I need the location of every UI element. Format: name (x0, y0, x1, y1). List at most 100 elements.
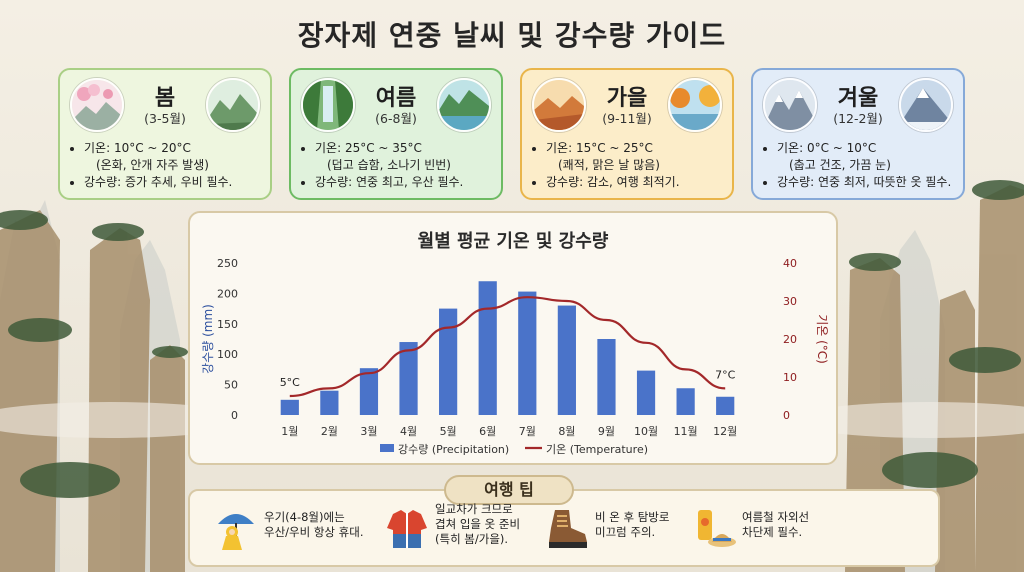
season-details: 기온: 0°C ~ 10°C (춥고 건조, 가끔 눈) 강수량: 연중 최저, … (765, 140, 951, 191)
y-tick-label: 250 (217, 257, 238, 270)
season-name: 여름 (375, 86, 417, 111)
season-temp-note: (쾌적, 맑은 날 많음) (558, 158, 660, 172)
precip-bar (518, 291, 537, 415)
page-title: 장자제 연중 날씨 및 강수량 가이드 (297, 19, 727, 52)
x-tick-label: 6월 (479, 425, 496, 438)
x-tick-label: 2월 (321, 425, 338, 438)
season-months: (6-8월) (375, 111, 417, 126)
x-tick-label: 10월 (634, 425, 658, 438)
season-details: 기온: 10°C ~ 20°C (온화, 안개 자주 발생) 강수량: 증가 추세… (72, 140, 232, 191)
season-temp-note: (온화, 안개 자주 발생) (96, 158, 209, 172)
tip-text: 우기(4-8월)에는 우산/우비 항상 휴대. (264, 510, 363, 540)
x-tick-label: 8월 (558, 425, 575, 438)
forest-waterfall-icon (301, 78, 355, 132)
y2-tick-label: 0 (783, 409, 790, 422)
y2-axis-label: 기온 (°C) (815, 314, 829, 364)
temperature-annotation: 7°C (715, 368, 735, 381)
autumn-hills-icon (532, 78, 586, 132)
green-mountain-icon (206, 78, 260, 132)
tip-line: 우기(4-8월)에는 (264, 510, 345, 524)
season-temp: 기온: 15°C ~ 25°C (쾌적, 맑은 날 많음) (546, 140, 680, 174)
season-details: 기온: 25°C ~ 35°C (덥고 습함, 소나기 빈번) 강수량: 연중 최… (303, 140, 463, 191)
precip-bar (716, 396, 735, 415)
season-card-spring: 봄 (3-5월) 기온: 10°C ~ 20°C (온화, 안개 자주 발생) 강… (58, 68, 272, 200)
autumn-lake-icon (668, 78, 722, 132)
precip-bar (399, 342, 418, 415)
legend-swatch-precip (380, 444, 394, 452)
season-rain: 강수량: 증가 추세, 우비 필수. (84, 174, 232, 191)
precip-bar (557, 305, 576, 415)
season-temp-text: 기온: 25°C ~ 35°C (315, 141, 422, 155)
snowy-peaks-icon (763, 78, 817, 132)
precip-bar (359, 368, 379, 415)
tip-line: 차단제 필수. (742, 525, 803, 539)
blossom-landscape-icon (70, 78, 124, 132)
y-tick-label: 100 (217, 348, 238, 361)
y2-tick-label: 30 (783, 295, 797, 308)
x-tick-label: 3월 (360, 425, 377, 438)
season-months: (12-2월) (833, 111, 883, 126)
season-months: (9-11월) (602, 111, 652, 126)
precip-bar (676, 388, 695, 415)
river-mountain-icon (437, 78, 491, 132)
season-name: 겨울 (837, 86, 879, 111)
tip-text: 일교차가 크므로 겹쳐 입을 옷 준비 (특히 봄/가을). (435, 502, 520, 547)
season-card-autumn: 가을 (9-11월) 기온: 15°C ~ 25°C (쾌적, 맑은 날 많음) … (520, 68, 734, 200)
season-temp-note: (춥고 건조, 가끔 눈) (789, 158, 891, 172)
tips-title: 여행 팁 (444, 475, 574, 505)
season-card-winter: 겨울 (12-2월) 기온: 0°C ~ 10°C (춥고 건조, 가끔 눈) 강… (751, 68, 965, 200)
season-name: 가을 (606, 86, 648, 111)
x-tick-label: 12월 (713, 425, 737, 438)
precip-bar (597, 339, 616, 415)
temperature-annotation: 5°C (280, 376, 300, 389)
sunscreen-hat-icon (690, 504, 738, 552)
monthly-chart: 0 50 100 150 200 250 0 10 20 30 40 강수량 (mm) 기온 (°C) 1… (201, 257, 829, 456)
season-card-summer: 여름 (6-8월) 기온: 25°C ~ 35°C (덥고 습함, 소나기 빈번)… (289, 68, 503, 200)
precip-bar (320, 390, 339, 415)
tip-line: 여름철 자외선 (742, 510, 810, 524)
x-tick-label: 1월 (281, 425, 298, 438)
tip-item: 우기(4-8월)에는 우산/우비 항상 휴대. (212, 500, 382, 560)
tip-line: 겹쳐 입을 옷 준비 (435, 517, 521, 531)
temperature-line (289, 296, 726, 398)
x-tick-label: 5월 (440, 425, 457, 438)
legend-label-precip: 강수량 (Precipitation) (398, 443, 509, 456)
tip-line: 우산/우비 항상 휴대. (264, 525, 364, 539)
x-tick-label: 11월 (674, 425, 698, 438)
tip-item: 여름철 자외선 차단제 필수. (690, 500, 850, 560)
umbrella-raincoat-icon (212, 504, 260, 552)
season-temp-text: 기온: 15°C ~ 25°C (546, 141, 653, 155)
y-tick-label: 50 (224, 379, 238, 392)
tip-text: 여름철 자외선 차단제 필수. (742, 510, 809, 540)
season-name: 봄 (154, 86, 176, 111)
tip-text: 비 온 후 탐방로 미끄럼 주의. (595, 510, 669, 540)
y2-tick-label: 40 (783, 257, 797, 270)
tip-item: 일교차가 크므로 겹쳐 입을 옷 준비 (특히 봄/가을). (383, 500, 543, 560)
season-details: 기온: 15°C ~ 25°C (쾌적, 맑은 날 많음) 강수량: 감소, 여행… (534, 140, 680, 191)
tip-item: 비 온 후 탐방로 미끄럼 주의. (543, 500, 703, 560)
precip-bar (280, 399, 299, 415)
jacket-icon (383, 504, 431, 552)
x-tick-label: 4월 (400, 425, 417, 438)
season-rain: 강수량: 연중 최저, 따뜻한 옷 필수. (777, 174, 951, 191)
season-temp-text: 기온: 0°C ~ 10°C (777, 141, 877, 155)
x-tick-label: 7월 (519, 425, 536, 438)
season-temp: 기온: 25°C ~ 35°C (덥고 습함, 소나기 빈번) (315, 140, 463, 174)
chart-panel: 월별 평균 기온 및 강수량 0 50 100 150 200 250 0 10 20 30 40 강… (188, 211, 838, 465)
chart-title: 월별 평균 기온 및 강수량 (417, 231, 609, 252)
tip-line: 비 온 후 탐방로 (595, 510, 670, 524)
precip-bar (478, 281, 497, 415)
legend-label-temp: 기온 (Temperature) (546, 443, 648, 456)
x-tick-label: 9월 (598, 425, 615, 438)
snow-mountain-icon (899, 78, 953, 132)
y2-tick-label: 20 (783, 333, 797, 346)
tip-line: (특히 봄/가을). (435, 532, 509, 546)
y-tick-label: 0 (231, 409, 238, 422)
season-temp: 기온: 10°C ~ 20°C (온화, 안개 자주 발생) (84, 140, 232, 174)
season-temp-note: (덥고 습함, 소나기 빈번) (327, 158, 451, 172)
precip-bar (636, 370, 656, 415)
y-tick-label: 200 (217, 287, 238, 300)
season-rain: 강수량: 감소, 여행 최적기. (546, 174, 680, 191)
tip-line: 일교차가 크므로 (435, 502, 513, 516)
hiking-boot-icon (543, 504, 591, 552)
